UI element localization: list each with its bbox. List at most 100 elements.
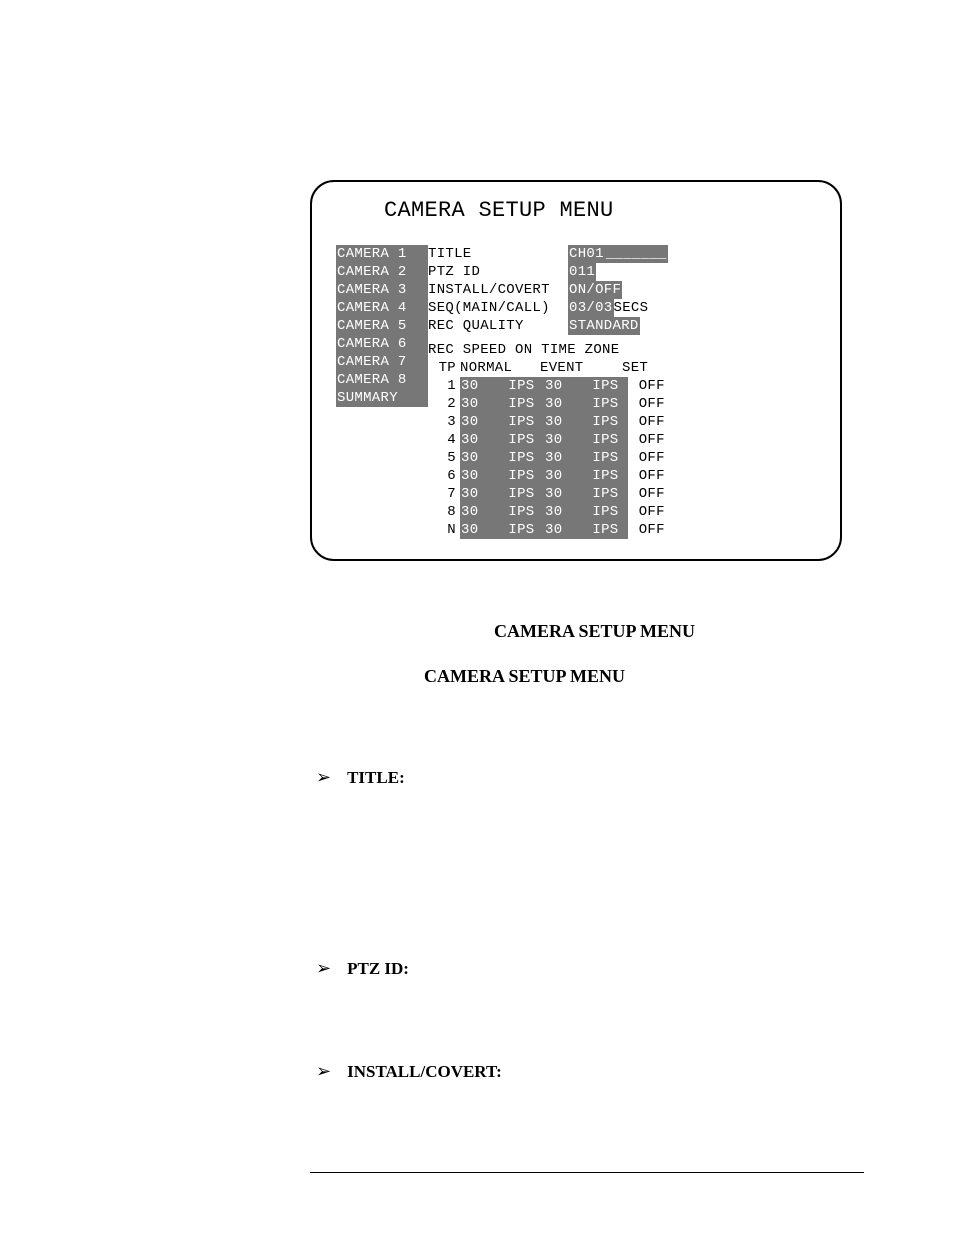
table-row: 830 IPS30 IPS OFF: [428, 503, 816, 521]
table-header-row: TP NORMAL EVENT SET: [428, 359, 816, 377]
cell-set[interactable]: OFF: [628, 431, 670, 449]
th-normal: NORMAL: [460, 359, 540, 377]
cell-event-unit: IPS: [574, 449, 628, 467]
cell-tp: 8: [428, 503, 460, 521]
cell-event-unit: IPS: [574, 413, 628, 431]
th-tp: TP: [428, 359, 460, 377]
cell-set[interactable]: OFF: [628, 413, 670, 431]
cell-normal-unit: IPS: [490, 485, 544, 503]
sidebar-item-camera-6[interactable]: CAMERA 6: [336, 335, 428, 353]
cell-normal-val[interactable]: 30: [460, 431, 490, 449]
cell-normal-unit: IPS: [490, 413, 544, 431]
th-set: SET: [620, 359, 662, 377]
cell-normal-val[interactable]: 30: [460, 395, 490, 413]
bullet-icon: ➢: [316, 1061, 331, 1082]
cell-event-val[interactable]: 30: [544, 467, 574, 485]
camera-setup-menu-box: CAMERA SETUP MENU CAMERA 1 CAMERA 2 CAME…: [310, 180, 842, 561]
setting-value-seq[interactable]: 03/03: [568, 299, 614, 317]
table-row: 330 IPS30 IPS OFF: [428, 413, 816, 431]
bullet-icon: ➢: [316, 767, 331, 788]
menu-title: CAMERA SETUP MENU: [384, 198, 816, 223]
cell-normal-unit: IPS: [490, 521, 544, 539]
table-row: 230 IPS30 IPS OFF: [428, 395, 816, 413]
table-row: 630 IPS30 IPS OFF: [428, 467, 816, 485]
cell-event-unit: IPS: [574, 377, 628, 395]
cell-event-val[interactable]: 30: [544, 395, 574, 413]
setting-row-rec-quality: REC QUALITY STANDARD: [428, 317, 816, 335]
cell-set[interactable]: OFF: [628, 395, 670, 413]
cell-tp: 2: [428, 395, 460, 413]
cell-event-val[interactable]: 30: [544, 449, 574, 467]
setting-value-ptz-id[interactable]: 011: [568, 263, 596, 281]
section-title-right: CAMERA SETUP MENU: [494, 621, 864, 642]
sidebar-item-camera-7[interactable]: CAMERA 7: [336, 353, 428, 371]
cell-normal-val[interactable]: 30: [460, 449, 490, 467]
cell-normal-unit: IPS: [490, 467, 544, 485]
camera-sidebar: CAMERA 1 CAMERA 2 CAMERA 3 CAMERA 4 CAME…: [336, 245, 428, 407]
setting-value-rec-quality[interactable]: STANDARD: [568, 317, 640, 335]
setting-label: INSTALL/COVERT: [428, 281, 568, 299]
section-title-left: CAMERA SETUP MENU: [424, 666, 864, 687]
bullet-icon: ➢: [316, 958, 331, 979]
table-row: 530 IPS30 IPS OFF: [428, 449, 816, 467]
cell-set[interactable]: OFF: [628, 377, 670, 395]
cell-set[interactable]: OFF: [628, 485, 670, 503]
cell-set[interactable]: OFF: [628, 521, 670, 539]
footer-rule: [310, 1172, 864, 1173]
settings-panel: TITLE CH01_______ PTZ ID 011 INSTALL/COV…: [428, 245, 816, 539]
cell-event-val[interactable]: 30: [544, 503, 574, 521]
sidebar-item-camera-5[interactable]: CAMERA 5: [336, 317, 428, 335]
sidebar-item-camera-3[interactable]: CAMERA 3: [336, 281, 428, 299]
cell-normal-unit: IPS: [490, 377, 544, 395]
setting-value-install-covert[interactable]: ON/OFF: [568, 281, 622, 299]
sidebar-item-camera-4[interactable]: CAMERA 4: [336, 299, 428, 317]
cell-normal-val[interactable]: 30: [460, 377, 490, 395]
setting-suffix-title: _______: [605, 245, 668, 263]
cell-normal-unit: IPS: [490, 395, 544, 413]
setting-label: PTZ ID: [428, 263, 568, 281]
cell-normal-val[interactable]: 30: [460, 467, 490, 485]
bullet-label: TITLE:: [347, 768, 405, 788]
cell-event-val[interactable]: 30: [544, 485, 574, 503]
cell-event-unit: IPS: [574, 521, 628, 539]
sidebar-item-summary[interactable]: SUMMARY: [336, 389, 428, 407]
table-subheading: REC SPEED ON TIME ZONE: [428, 341, 816, 359]
sidebar-item-camera-2[interactable]: CAMERA 2: [336, 263, 428, 281]
bullet-title: ➢ TITLE:: [316, 767, 864, 788]
setting-label: TITLE: [428, 245, 568, 263]
cell-set[interactable]: OFF: [628, 449, 670, 467]
cell-event-val[interactable]: 30: [544, 431, 574, 449]
cell-normal-val[interactable]: 30: [460, 413, 490, 431]
cell-tp: 3: [428, 413, 460, 431]
cell-normal-val[interactable]: 30: [460, 521, 490, 539]
cell-tp: 5: [428, 449, 460, 467]
setting-row-install-covert: INSTALL/COVERT ON/OFF: [428, 281, 816, 299]
cell-tp: 6: [428, 467, 460, 485]
table-row: N30 IPS30 IPS OFF: [428, 521, 816, 539]
table-row: 130 IPS30 IPS OFF: [428, 377, 816, 395]
setting-value-title[interactable]: CH01: [568, 245, 605, 263]
cell-event-val[interactable]: 30: [544, 413, 574, 431]
cell-event-val[interactable]: 30: [544, 377, 574, 395]
th-event: EVENT: [540, 359, 620, 377]
setting-label: REC QUALITY: [428, 317, 568, 335]
bullet-install-covert: ➢ INSTALL/COVERT:: [316, 1061, 864, 1082]
cell-event-unit: IPS: [574, 467, 628, 485]
bullet-label: PTZ ID:: [347, 959, 409, 979]
cell-normal-val[interactable]: 30: [460, 503, 490, 521]
table-row: 430 IPS30 IPS OFF: [428, 431, 816, 449]
cell-set[interactable]: OFF: [628, 503, 670, 521]
cell-set[interactable]: OFF: [628, 467, 670, 485]
cell-normal-val[interactable]: 30: [460, 485, 490, 503]
speed-table-body: 130 IPS30 IPS OFF230 IPS30 IPS OFF330 IP…: [428, 377, 816, 539]
setting-suffix-seq: SECS: [614, 299, 649, 317]
sidebar-item-camera-1[interactable]: CAMERA 1: [336, 245, 428, 263]
cell-normal-unit: IPS: [490, 449, 544, 467]
cell-tp: 1: [428, 377, 460, 395]
bullet-label: INSTALL/COVERT:: [347, 1062, 502, 1082]
sidebar-item-camera-8[interactable]: CAMERA 8: [336, 371, 428, 389]
setting-row-seq: SEQ(MAIN/CALL) 03/03 SECS: [428, 299, 816, 317]
cell-tp: 7: [428, 485, 460, 503]
setting-row-ptz-id: PTZ ID 011: [428, 263, 816, 281]
cell-event-val[interactable]: 30: [544, 521, 574, 539]
